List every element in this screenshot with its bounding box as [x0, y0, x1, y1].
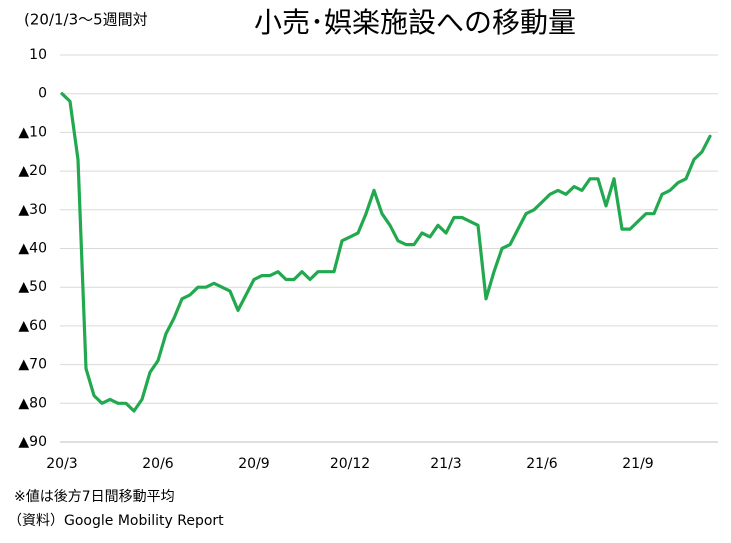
x-tick-label: 21/3 [430, 456, 461, 472]
y-tick-label: ▲80 [18, 395, 47, 411]
y-tick-label: ▲20 [18, 163, 47, 179]
y-tick-label: ▲50 [18, 279, 47, 295]
x-tick-label: 20/3 [46, 456, 77, 472]
note: ※値は後方7日間移動平均 [14, 489, 175, 505]
y-tick-label: ▲10 [18, 124, 47, 140]
note: （資料）Google Mobility Report [8, 513, 224, 529]
y-tick-label: 10 [29, 47, 47, 63]
y-tick-label: ▲30 [18, 202, 47, 218]
y-tick-label: 0 [38, 86, 47, 102]
chart-title: 小売･娯楽施設への移動量 [254, 6, 576, 39]
x-tick-label: 21/6 [526, 456, 558, 472]
x-tick-label: 20/9 [238, 456, 269, 472]
y-tick-label: ▲60 [18, 318, 47, 334]
x-tick-label: 20/6 [142, 456, 174, 472]
chart-subtitle: (20/1/3～5週間対 [24, 11, 148, 29]
y-tick-label: ▲90 [18, 434, 47, 450]
y-tick-label: ▲70 [18, 357, 47, 373]
x-tick-label: 21/9 [622, 456, 653, 472]
x-tick-label: 20/12 [330, 456, 370, 472]
y-tick-label: ▲40 [18, 241, 47, 257]
line [60, 92, 712, 413]
